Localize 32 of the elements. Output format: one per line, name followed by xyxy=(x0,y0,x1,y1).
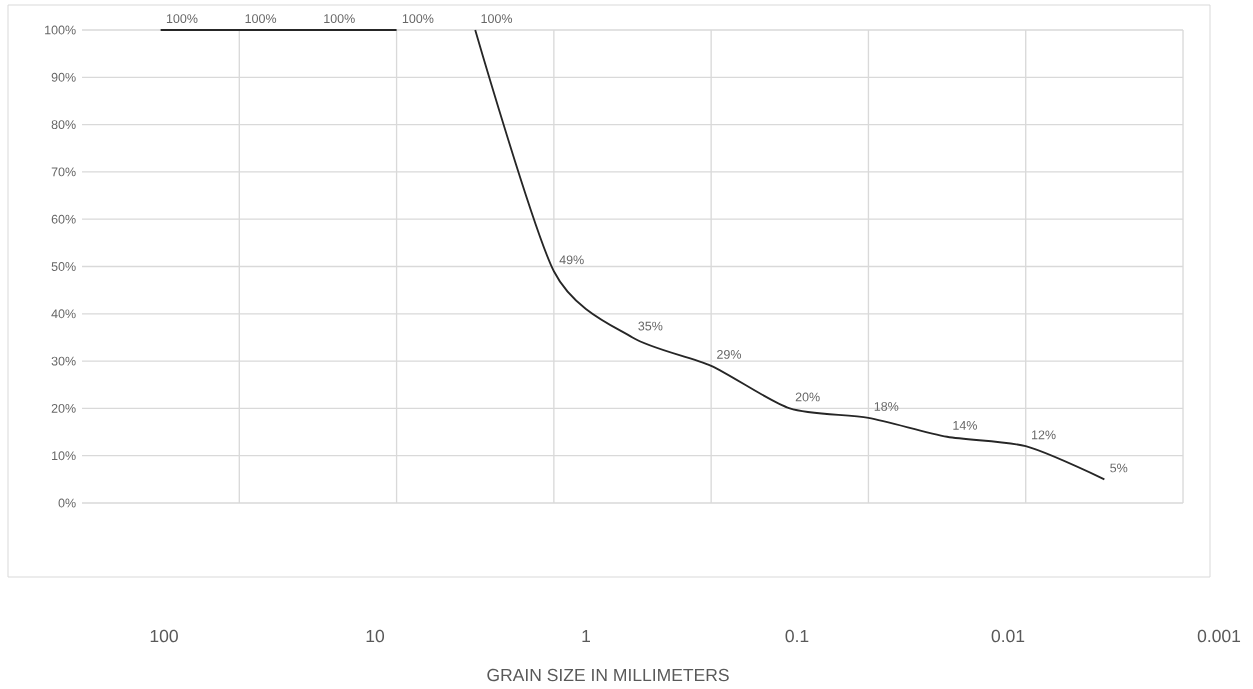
text: 0.01 xyxy=(991,629,1025,643)
y-tick-label: 90% xyxy=(51,72,76,82)
data-label: 100% xyxy=(402,14,434,24)
text: GRAIN SIZE IN MILLIMETERS xyxy=(487,668,729,682)
text: 1 xyxy=(582,630,590,643)
text: 10 xyxy=(366,629,385,643)
data-label: 18% xyxy=(874,402,899,411)
line-series xyxy=(474,29,1106,481)
data-label: 49% xyxy=(559,255,584,265)
data-label: 100% xyxy=(166,14,198,24)
data-label: 29% xyxy=(717,349,742,359)
data-label: 100% xyxy=(481,14,513,24)
data-label: 5% xyxy=(1110,463,1128,473)
text: 0.1 xyxy=(785,629,809,643)
y-tick-label: 10% xyxy=(52,451,76,461)
y-tick-label: 30% xyxy=(51,356,76,366)
y-tick-label: 20% xyxy=(51,403,76,413)
y-tick-label: 80% xyxy=(51,120,76,130)
y-tick-label: 0% xyxy=(58,498,76,508)
y-tick-label: 60% xyxy=(51,214,76,224)
data-label: 100% xyxy=(245,14,277,24)
text: 100 xyxy=(150,629,178,643)
data-label: 12% xyxy=(1032,430,1056,440)
y-tick-label: 40% xyxy=(51,309,76,319)
y-tick-label: 100% xyxy=(45,25,76,35)
data-label: 20% xyxy=(795,392,820,402)
data-label: 100% xyxy=(324,14,355,24)
y-tick-label: 70% xyxy=(51,167,76,177)
data-label: 14% xyxy=(953,421,977,430)
data-label: 35% xyxy=(638,321,663,331)
text: 0.001 xyxy=(1197,629,1241,643)
y-tick-label: 50% xyxy=(51,262,76,271)
